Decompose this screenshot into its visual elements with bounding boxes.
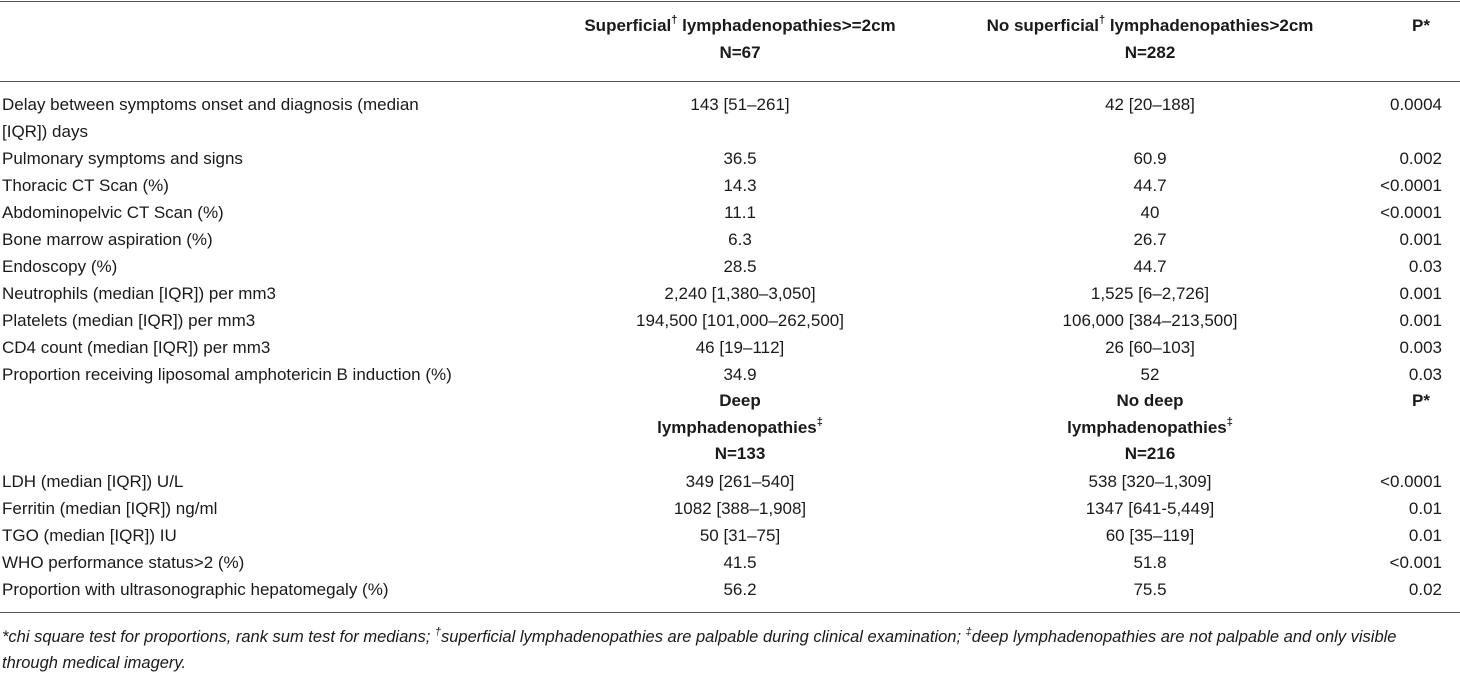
cell-p-value: 0.01 [1408, 498, 1442, 518]
header-superficial-n: N=67 [719, 43, 761, 62]
header-no-superficial-n: N=282 [1124, 43, 1176, 62]
cell-deep: 1082 [388–1,908] [673, 498, 807, 518]
subheader-p-value: P* [1412, 391, 1430, 410]
header-p-value: P* [1412, 16, 1430, 35]
row-label: Endoscopy (%) [2, 257, 118, 276]
cell-deep: 349 [261–540] [685, 471, 795, 491]
cell-p-value: 0.001 [1399, 230, 1442, 249]
cell-p-value: 0.002 [1399, 149, 1442, 168]
table-row: LDH (median [IQR]) U/L 349 [261–540] 538… [0, 468, 1460, 495]
row-label: Bone marrow aspiration (%) [2, 230, 213, 249]
cell-p-value: 0.02 [1408, 579, 1442, 599]
row-label: Ferritin (median [IQR]) ng/ml [2, 498, 218, 518]
cell-no-superficial: 26 [60–103] [1105, 338, 1195, 357]
row-label: Thoracic CT Scan (%) [2, 176, 169, 195]
row-label: Platelets (median [IQR]) per mm3 [2, 311, 256, 330]
cell-p-value: 0.003 [1399, 338, 1442, 357]
cell-superficial: 46 [19–112] [695, 338, 785, 357]
row-label: Pulmonary symptoms and signs [2, 149, 243, 168]
subheader-row: Deep lymphadenopathies‡ N=133 No deep ly… [0, 388, 1460, 468]
comparison-table: Superficial† lymphadenopathies>=2cm N=67… [0, 0, 1460, 603]
subheader-deep-n: N=133 [714, 444, 766, 463]
subheader-no-deep: No deep lymphadenopathies‡ N=216 [1067, 391, 1233, 463]
table-row: CD4 count (median [IQR]) per mm3 46 [19–… [0, 334, 1460, 361]
cell-superficial: 14.3 [723, 176, 757, 195]
table-header-rule [0, 81, 1460, 82]
table-row: TGO (median [IQR]) IU 50 [31–75] 60 [35–… [0, 522, 1460, 549]
cell-p-value: 0.03 [1408, 257, 1442, 276]
table-row: Ferritin (median [IQR]) ng/ml 1082 [388–… [0, 495, 1460, 522]
table-row: Pulmonary symptoms and signs 36.5 60.9 0… [0, 145, 1460, 172]
table-row: Neutrophils (median [IQR]) per mm3 2,240… [0, 280, 1460, 307]
cell-superficial: 6.3 [728, 230, 752, 249]
cell-superficial: 2,240 [1,380–3,050] [664, 284, 816, 303]
row-label: WHO performance status>2 (%) [2, 552, 245, 572]
table-row: Proportion with ultrasonographic hepatom… [0, 576, 1460, 603]
table-header-row: Superficial† lymphadenopathies>=2cm N=67… [0, 0, 1460, 81]
cell-p-value: 0.001 [1399, 311, 1442, 330]
table-footnote: *chi square test for proportions, rank s… [2, 625, 1397, 672]
cell-no-superficial: 44.7 [1133, 257, 1167, 276]
table-row: Platelets (median [IQR]) per mm3 194,500… [0, 307, 1460, 334]
cell-no-superficial: 106,000 [384–213,500] [1062, 311, 1238, 330]
cell-p-value: 0.001 [1399, 284, 1442, 303]
cell-p-value: <0.001 [1389, 552, 1442, 572]
subheader-empty-cell [0, 388, 540, 468]
cell-superficial: 28.5 [723, 257, 757, 276]
table-row: Endoscopy (%) 28.5 44.7 0.03 [0, 253, 1460, 280]
row-label: Delay between symptoms onset and diagnos… [2, 95, 419, 141]
cell-no-superficial: 44.7 [1133, 176, 1167, 195]
cell-p-value: 0.0004 [1390, 95, 1442, 114]
table-row: Thoracic CT Scan (%) 14.3 44.7 <0.0001 [0, 172, 1460, 199]
cell-no-superficial: 52 [1140, 365, 1160, 384]
table-bottom-rule [0, 612, 1460, 613]
cell-deep: 41.5 [723, 552, 757, 572]
cell-no-deep: 60 [35–119] [1105, 525, 1195, 545]
cell-deep: 56.2 [723, 579, 757, 599]
table-row: Proportion receiving liposomal amphoteri… [0, 361, 1460, 388]
header-empty-cell [0, 0, 540, 81]
row-label: Proportion receiving liposomal amphoteri… [2, 365, 452, 384]
cell-superficial: 34.9 [723, 365, 757, 384]
cell-p-value: <0.0001 [1380, 176, 1442, 195]
cell-deep: 50 [31–75] [699, 525, 781, 545]
row-label: Abdominopelvic CT Scan (%) [2, 203, 224, 222]
subheader-deep: Deep lymphadenopathies‡ N=133 [657, 391, 823, 463]
row-label: CD4 count (median [IQR]) per mm3 [2, 338, 271, 357]
cell-no-superficial: 26.7 [1133, 230, 1167, 249]
row-label: Proportion with ultrasonographic hepatom… [2, 579, 389, 599]
header-no-superficial: No superficial† lymphadenopathies>2cm N=… [940, 0, 1360, 81]
row-label: TGO (median [IQR]) IU [2, 525, 177, 545]
cell-p-value: 0.03 [1408, 365, 1442, 384]
cell-p-value: <0.0001 [1380, 471, 1442, 491]
cell-superficial: 143 [51–261] [690, 95, 790, 114]
cell-no-deep: 1347 [641-5,449] [1085, 498, 1215, 518]
cell-no-superficial: 1,525 [6–2,726] [1090, 284, 1210, 303]
table-row: Bone marrow aspiration (%) 6.3 26.7 0.00… [0, 226, 1460, 253]
cell-superficial: 194,500 [101,000–262,500] [636, 311, 844, 330]
cell-no-deep: 51.8 [1133, 552, 1167, 572]
cell-p-value: 0.01 [1408, 525, 1442, 545]
cell-no-deep: 538 [320–1,309] [1088, 471, 1212, 491]
table-top-rule [0, 1, 1460, 2]
cell-p-value: <0.0001 [1380, 203, 1442, 222]
header-no-superficial-label: No superficial† lymphadenopathies>2cm [986, 14, 1314, 35]
row-label: Neutrophils (median [IQR]) per mm3 [2, 284, 276, 303]
cell-superficial: 36.5 [723, 149, 757, 168]
cell-no-superficial: 40 [1140, 203, 1160, 222]
header-superficial: Superficial† lymphadenopathies>=2cm N=67 [540, 0, 940, 81]
cell-no-deep: 75.5 [1133, 579, 1167, 599]
cell-no-superficial: 42 [20–188] [1105, 95, 1195, 114]
header-superficial-label: Superficial† lymphadenopathies>=2cm [584, 14, 896, 35]
table-row: Abdominopelvic CT Scan (%) 11.1 40 <0.00… [0, 199, 1460, 226]
row-label: LDH (median [IQR]) U/L [2, 471, 184, 491]
table-row: WHO performance status>2 (%) 41.5 51.8 <… [0, 549, 1460, 576]
table-row: Delay between symptoms onset and diagnos… [0, 91, 1460, 145]
subheader-no-deep-n: N=216 [1124, 444, 1176, 463]
cell-no-superficial: 60.9 [1133, 149, 1167, 168]
cell-superficial: 11.1 [724, 203, 756, 222]
